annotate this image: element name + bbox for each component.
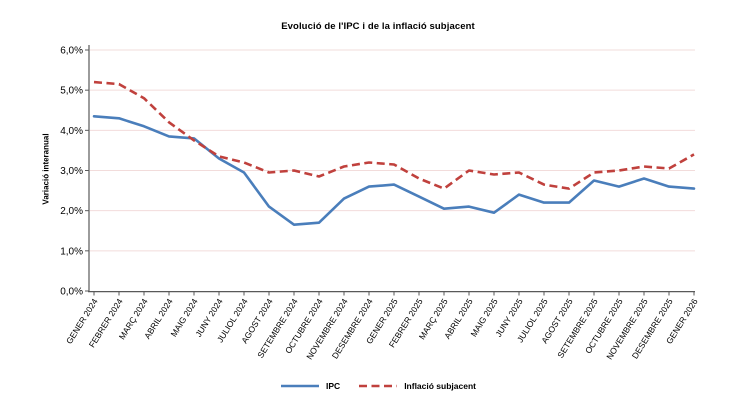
- chart-title: Evolució de l'IPC i de la inflació subja…: [281, 21, 475, 32]
- y-axis-tick-label: 1,0%: [60, 246, 83, 257]
- ipc-line-swatch-icon: [281, 384, 320, 388]
- y-axis-tick-label: 6,0%: [60, 46, 83, 57]
- legend: IPC Inflació subjacent: [0, 381, 756, 391]
- legend-label-inflacio-subjacent: Inflació subjacent: [404, 381, 476, 391]
- y-axis-tick-label: 0,0%: [60, 287, 83, 298]
- ipc-line: [92, 115, 696, 226]
- legend-item-ipc: IPC: [280, 381, 340, 391]
- legend-item-inflacio-subjacent: Inflació subjacent: [358, 381, 476, 391]
- legend-label-ipc: IPC: [326, 381, 341, 391]
- inflaci-subjacent-line: [93, 80, 695, 190]
- inflacio-subjacent-line-swatch-icon: [359, 384, 398, 388]
- y-axis-tick-label: 2,0%: [60, 206, 83, 217]
- y-axis-tick-label: 4,0%: [60, 126, 83, 137]
- y-axis-tick-label: 3,0%: [60, 166, 83, 177]
- y-axis-tick-label: 5,0%: [60, 86, 83, 97]
